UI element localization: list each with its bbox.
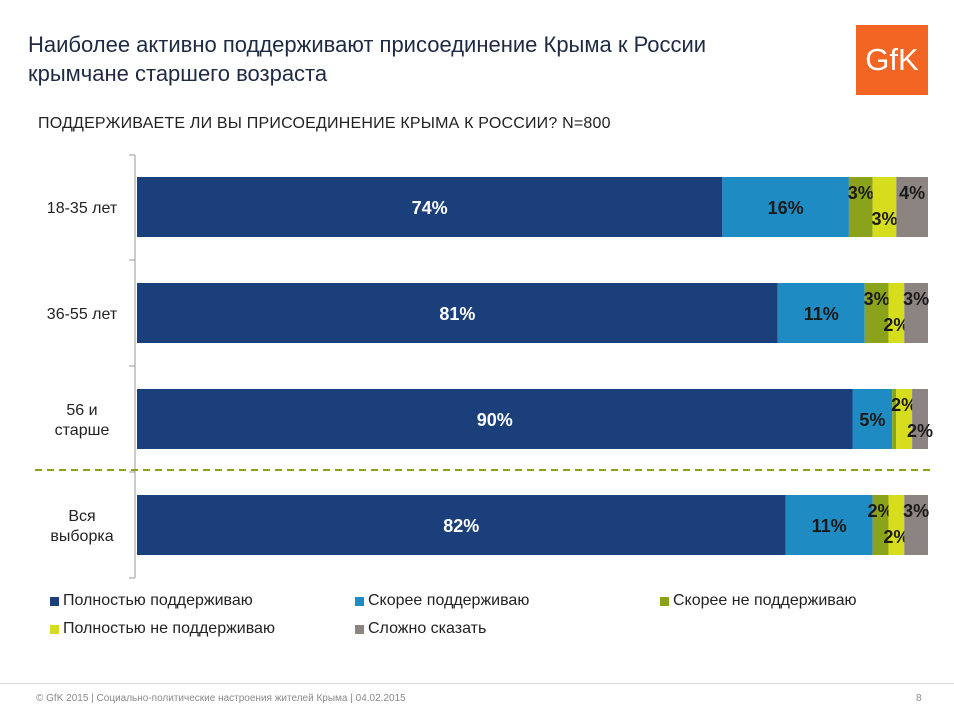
bar-segment-r2-s1 xyxy=(852,389,893,449)
legend-swatch xyxy=(355,624,364,634)
legend-item-4: Сложно сказать xyxy=(355,620,486,638)
bar-segment-r1-s3 xyxy=(888,283,905,343)
legend-item-1: Скорее поддерживаю xyxy=(355,592,529,610)
bar-segment-r2-s0 xyxy=(137,389,853,449)
legend-label: Сложно сказать xyxy=(368,620,487,637)
slide-title: Наиболее активно поддерживают присоедине… xyxy=(28,30,828,88)
data-label-r3-s3: 2% xyxy=(883,527,909,547)
bar-segment-r0-s2 xyxy=(848,177,873,237)
legend-swatch xyxy=(50,596,59,606)
legend-swatch xyxy=(355,596,364,606)
legend-item-2: Скорее не поддерживаю xyxy=(660,592,857,610)
data-label-r3-s4: 3% xyxy=(903,501,929,521)
category-label-line: Вся xyxy=(68,508,95,525)
bar-segment-r1-s4 xyxy=(904,283,928,343)
bar-segment-r3-s0 xyxy=(137,495,786,555)
bar-segment-r0-s3 xyxy=(872,177,897,237)
data-label-r2-s3: 2% xyxy=(891,395,917,415)
legend-label: Скорее не поддерживаю xyxy=(673,592,857,609)
page-number: 8 xyxy=(916,693,922,704)
data-label-r0-s3: 3% xyxy=(871,209,897,229)
category-label-3: Вся выборка xyxy=(50,508,113,545)
data-label-r1-s3: 2% xyxy=(883,315,909,335)
data-label-r2-s1: 5% xyxy=(859,410,885,430)
bar-segment-r2-s3 xyxy=(896,389,913,449)
category-label-1: 36-55 лет xyxy=(47,306,118,323)
data-label-r1-s4: 3% xyxy=(903,289,929,309)
data-label-r0-s2: 3% xyxy=(848,183,874,203)
bar-segment-r1-s0 xyxy=(137,283,778,343)
data-label-r0-s1: 16% xyxy=(768,198,804,218)
bar-segment-r0-s0 xyxy=(137,177,723,237)
data-label-r1-s2: 3% xyxy=(864,289,890,309)
stacked-bar-chart: 18-35 лет 74% 16%3%3%4%36-55 лет 81% 11%3%2%… xyxy=(35,154,935,579)
footer-divider xyxy=(0,683,954,684)
category-label-line: выборка xyxy=(50,528,113,545)
bar-segment-r3-s2 xyxy=(872,495,889,555)
category-label-line: 36-55 лет xyxy=(47,306,118,323)
bar-segment-r1-s1 xyxy=(777,283,865,343)
data-label-r3-s2: 2% xyxy=(868,501,894,521)
legend-label: Полностью поддерживаю xyxy=(63,592,253,609)
title-line-2: крымчане старшего возраста xyxy=(28,61,328,86)
gfk-logo: GfK xyxy=(856,25,928,95)
bar-segment-r1-s2 xyxy=(864,283,889,343)
legend-label: Полностью не поддерживаю xyxy=(63,620,275,637)
bar-segment-r2-s4 xyxy=(912,389,928,449)
legend-item-0: Полностью поддерживаю xyxy=(50,592,253,610)
data-label-r2-s4: 2% xyxy=(907,421,933,441)
data-label-r1-s0: 81% xyxy=(439,304,475,324)
bar-segment-r3-s3 xyxy=(888,495,905,555)
title-line-1: Наиболее активно поддерживают присоедине… xyxy=(28,32,707,57)
legend-label: Скорее поддерживаю xyxy=(368,592,530,609)
legend-swatch xyxy=(50,624,59,634)
legend-item-3: Полностью не поддерживаю xyxy=(50,620,275,638)
category-label-2: 56 и старше xyxy=(55,402,110,439)
category-label-0: 18-35 лет xyxy=(47,200,118,217)
data-label-r3-s0: 82% xyxy=(443,516,479,536)
data-label-r3-s1: 11% xyxy=(812,516,847,536)
chart-legend: Полностью поддерживаю Скорее поддерживаю С… xyxy=(50,592,930,648)
footer-text: © GfK 2015 | Социально-политические наст… xyxy=(36,693,406,704)
category-label-line: 18-35 лет xyxy=(47,200,118,217)
survey-question: ПОДДЕРЖИВАЕТЕ ЛИ ВЫ ПРИСОЕДИНЕНИЕ КРЫМА … xyxy=(38,115,611,132)
data-label-r0-s0: 74% xyxy=(412,198,448,218)
category-label-line: 56 и xyxy=(66,402,97,419)
bar-segment-r3-s1 xyxy=(785,495,873,555)
bar-segment-r0-s1 xyxy=(722,177,849,237)
data-label-r0-s4: 4% xyxy=(899,183,925,203)
bar-segment-r3-s4 xyxy=(904,495,928,555)
bar-segment-r2-s2 xyxy=(892,389,897,449)
data-label-r2-s0: 90% xyxy=(477,410,513,430)
legend-swatch xyxy=(660,596,669,606)
category-label-line: старше xyxy=(55,422,110,439)
bar-segment-r0-s4 xyxy=(896,177,928,237)
data-label-r1-s1: 11% xyxy=(804,304,839,324)
